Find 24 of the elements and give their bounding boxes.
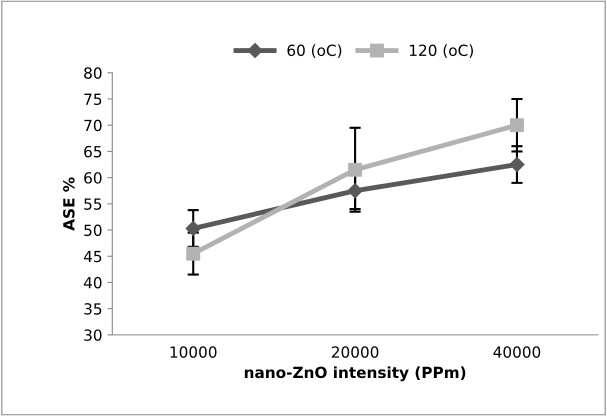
point	[186, 246, 200, 261]
y-tick-label: 75	[84, 94, 102, 106]
y-tick-label: 50	[84, 224, 102, 236]
y-tick-label: 65	[84, 146, 102, 158]
y-tick-label: 70	[84, 120, 102, 132]
legend-label: 60 (oC)	[287, 44, 342, 58]
legend-label: 120 (oC)	[410, 44, 473, 58]
y-tick-label: 40	[84, 276, 102, 288]
y-tick-label: 35	[84, 303, 102, 315]
y-tick-label: 55	[84, 198, 102, 210]
x-tick-label: 40000	[493, 346, 540, 358]
x-axis-title: nano-ZnO intensity (PPm)	[244, 366, 466, 382]
y-tick-label: 45	[84, 250, 102, 262]
point	[348, 183, 363, 198]
point	[510, 118, 524, 132]
y-axis-title: ASE %	[63, 177, 75, 231]
point	[186, 220, 201, 236]
point	[348, 162, 362, 177]
y-tick-label: 60	[84, 172, 102, 184]
point	[509, 156, 525, 172]
x-tick-label: 20000	[332, 346, 378, 358]
y-tick-label: 80	[84, 67, 102, 79]
x-tick-label: 10000	[170, 346, 217, 358]
y-tick-label: 30	[84, 329, 102, 341]
